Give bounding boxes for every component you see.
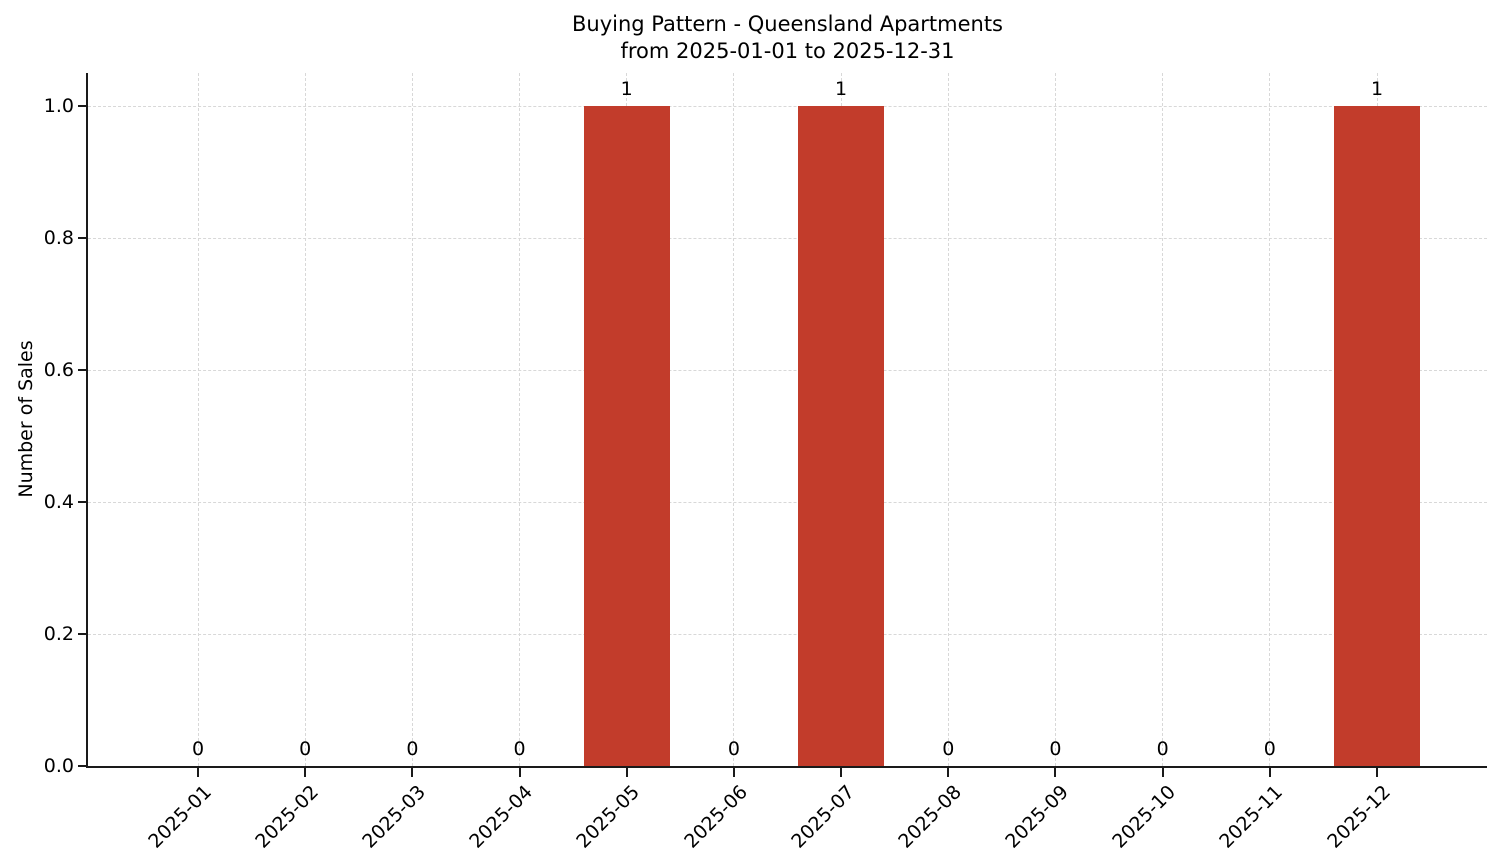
gridline-horizontal	[88, 105, 1487, 107]
y-tick-label: 0.6	[43, 359, 74, 381]
bar	[583, 106, 670, 766]
x-tick-mark	[947, 768, 950, 777]
bar-value-label: 1	[620, 78, 633, 100]
y-tick-mark	[78, 633, 86, 635]
chart-title-line1: Buying Pattern - Queensland Apartments	[571, 12, 1003, 36]
x-tick-label: 2025-01	[143, 781, 216, 853]
x-tick-label: 2025-09	[1001, 781, 1074, 853]
gridline-horizontal	[88, 501, 1487, 503]
bar-value-label: 0	[513, 738, 526, 760]
gridline-horizontal	[88, 237, 1487, 239]
x-axis-line	[86, 766, 1487, 768]
y-tick-mark	[78, 369, 86, 371]
bar-value-label: 0	[406, 738, 419, 760]
x-tick-mark	[197, 768, 199, 777]
y-axis-label: Number of Sales	[15, 340, 37, 498]
bar	[1334, 106, 1420, 766]
y-tick-mark	[78, 501, 86, 503]
x-tick-label: 2025-03	[358, 781, 430, 853]
bar-value-label: 0	[727, 738, 740, 760]
bar-value-label: 0	[1049, 738, 1062, 760]
bar-value-label: 0	[1156, 738, 1169, 760]
x-tick-label: 2025-06	[679, 781, 752, 853]
x-tick-label: 2025-12	[1322, 781, 1395, 853]
x-tick-label: 2025-02	[251, 781, 323, 853]
chart-title-line2: from 2025-01-01 to 2025-12-31	[620, 39, 955, 63]
y-tick-label: 1.0	[43, 95, 74, 117]
chart-title: Buying Pattern - Queensland Apartments f…	[88, 11, 1487, 65]
x-tick-label: 2025-07	[786, 781, 859, 853]
x-tick-mark	[1268, 768, 1271, 777]
gridline-horizontal	[88, 369, 1487, 371]
x-tick-mark	[411, 768, 414, 777]
x-tick-mark	[840, 768, 843, 777]
gridline-vertical	[197, 73, 199, 766]
x-tick-mark	[625, 768, 628, 777]
gridline-vertical	[1162, 73, 1164, 766]
x-tick-mark	[304, 768, 307, 777]
x-tick-label: 2025-11	[1215, 781, 1288, 853]
x-tick-label: 2025-08	[894, 781, 966, 853]
gridline-horizontal	[88, 633, 1487, 635]
gridline-vertical	[947, 73, 949, 766]
bar-value-label: 0	[942, 738, 955, 760]
x-tick-mark	[518, 768, 521, 777]
bar-value-label: 0	[299, 738, 312, 760]
plot-area: 0 0 0 0 1 0 1 0 0 0 0 1	[88, 73, 1487, 766]
y-tick-mark	[78, 765, 86, 767]
gridline-vertical	[411, 73, 413, 766]
bar-value-label: 0	[1263, 738, 1276, 760]
gridline-vertical	[1269, 73, 1271, 766]
x-tick-label: 2025-10	[1108, 781, 1181, 853]
gridline-vertical	[519, 73, 521, 766]
gridline-vertical	[1054, 73, 1056, 766]
bar-value-label: 1	[835, 78, 848, 100]
y-axis-line	[86, 73, 88, 768]
y-tick-mark	[78, 237, 86, 239]
gridline-vertical	[733, 73, 735, 766]
bar-value-label: 1	[1370, 78, 1384, 100]
x-tick-mark	[732, 768, 735, 777]
bar	[798, 106, 885, 766]
gridline-vertical	[304, 73, 306, 766]
x-tick-mark	[1161, 768, 1164, 777]
x-tick-mark	[1376, 768, 1378, 777]
y-tick-label: 0.8	[43, 227, 74, 249]
x-tick-label: 2025-04	[465, 781, 538, 853]
bar-value-label: 0	[191, 738, 205, 760]
y-tick-label: 0.2	[43, 623, 74, 645]
y-tick-mark	[78, 105, 86, 107]
x-tick-label: 2025-05	[572, 781, 645, 853]
y-tick-label: 0.0	[43, 755, 74, 777]
y-tick-label: 0.4	[43, 491, 74, 513]
x-tick-mark	[1054, 768, 1057, 777]
